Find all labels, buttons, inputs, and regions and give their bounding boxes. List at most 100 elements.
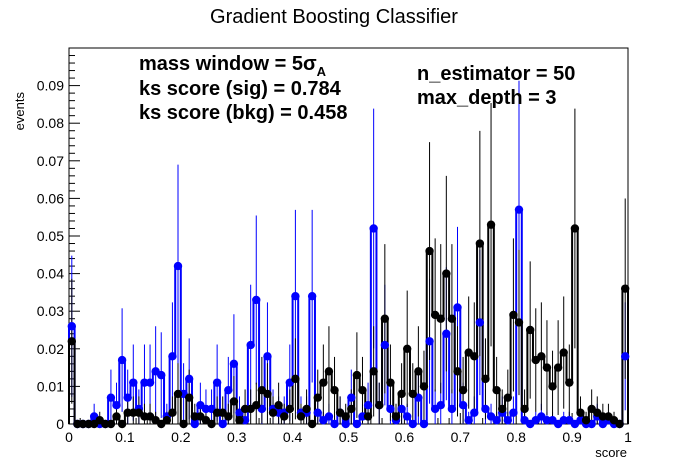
- blue-series-point: [184, 374, 194, 384]
- black-series-point: [291, 374, 300, 384]
- y-tick-label: 0: [56, 416, 64, 432]
- y-tick-label: 0.02: [37, 341, 64, 357]
- black-series-point: [565, 378, 574, 387]
- blue-series-point: [341, 419, 350, 429]
- black-series-point: [621, 284, 630, 293]
- black-series-point: [514, 318, 524, 327]
- blue-series-point: [509, 408, 518, 417]
- black-series-point: [408, 389, 417, 399]
- black-series-point: [380, 314, 390, 323]
- black-series-point: [498, 404, 507, 414]
- black-series-point: [475, 239, 485, 248]
- black-series-point: [207, 419, 216, 429]
- blue-series-point: [224, 385, 233, 395]
- blue-series-point: [313, 408, 322, 417]
- black-series-point: [542, 363, 552, 372]
- black-series-point: [106, 419, 116, 429]
- annotation-mass-window-main: mass window = 5σ: [139, 53, 317, 75]
- x-tick-label: 0: [65, 429, 73, 445]
- black-series-point: [352, 370, 362, 380]
- blue-series-point: [397, 404, 406, 414]
- annotation-n-estimator: n_estimator = 50: [417, 63, 575, 85]
- y-tick-label: 0.06: [37, 190, 64, 206]
- black-series-point: [112, 412, 121, 421]
- tick-labels-layer: 0 0.1 0.2 0.3 0.4 0.5 0.6 0.7 0.8 0.9 1 0 0.01 0.02 0.…: [37, 78, 632, 445]
- blue-series-point: [129, 378, 138, 387]
- y-tick-label: 0.07: [37, 153, 64, 169]
- black-series-point: [375, 401, 384, 410]
- x-tick-label: 0.1: [115, 429, 135, 445]
- black-series-point: [313, 393, 322, 402]
- black-series-point: [263, 389, 272, 399]
- black-series-histogram: [68, 223, 629, 425]
- x-axis-label: score: [595, 445, 627, 460]
- black-series-point: [330, 385, 339, 395]
- black-series-point: [347, 404, 356, 414]
- blue-series-point: [408, 419, 417, 429]
- blue-series-point: [492, 416, 501, 425]
- x-tick-label: 0.5: [339, 429, 359, 445]
- black-series-point: [369, 367, 378, 376]
- black-series-point: [179, 419, 188, 429]
- black-series-point: [341, 412, 350, 421]
- blue-series-point: [425, 337, 434, 346]
- blue-series-point: [458, 401, 468, 410]
- x-tick-label: 0.2: [171, 429, 191, 445]
- blue-series-point: [117, 355, 127, 365]
- black-series-point: [458, 385, 468, 395]
- black-series-point: [274, 401, 283, 410]
- black-series-point: [280, 412, 289, 421]
- y-tick-label: 0.01: [37, 378, 64, 394]
- blue-series-point: [123, 393, 132, 402]
- black-series-point: [252, 401, 261, 410]
- blue-series-point: [190, 419, 199, 429]
- x-tick-label: 0.4: [283, 429, 303, 445]
- black-series-point: [581, 416, 591, 425]
- black-series-point: [235, 416, 244, 425]
- blue-series-point: [436, 401, 445, 410]
- black-series-point: [525, 325, 535, 335]
- histogram-layer: [68, 208, 629, 425]
- annotation-ks-sig: ks score (sig) = 0.784: [139, 78, 342, 100]
- blue-series-point: [475, 318, 485, 327]
- blue-series-point: [386, 404, 395, 414]
- blue-series-histogram: [68, 208, 629, 425]
- blue-series-point: [347, 393, 356, 402]
- blue-series-point: [380, 340, 390, 350]
- x-tick-label: 1: [624, 429, 632, 445]
- x-tick-label: 0.7: [451, 429, 471, 445]
- blue-series-point: [218, 419, 227, 429]
- blue-series-point: [145, 378, 155, 387]
- black-series-point: [425, 246, 434, 256]
- black-series-point: [570, 224, 580, 233]
- black-series-point: [615, 419, 624, 429]
- black-series-point: [481, 374, 490, 384]
- blue-series-point: [363, 401, 373, 410]
- blue-series-point: [307, 291, 317, 301]
- points-layer: [67, 205, 630, 429]
- blue-series-point: [369, 224, 378, 233]
- y-tick-label: 0.04: [37, 266, 64, 282]
- blue-series-point: [291, 291, 300, 301]
- annotation-max-depth: max_depth = 3: [417, 87, 557, 109]
- black-series-point: [520, 404, 529, 414]
- black-series-point: [363, 412, 373, 421]
- black-series-point: [358, 385, 367, 395]
- black-series-point: [117, 419, 127, 429]
- annotation-ks-bkg: ks score (bkg) = 0.458: [139, 102, 347, 124]
- blue-series-point: [112, 401, 121, 410]
- y-tick-label: 0.03: [37, 303, 64, 319]
- blue-series-point: [352, 419, 362, 429]
- blue-series-point: [157, 370, 166, 380]
- blue-series-point: [330, 419, 339, 429]
- blue-series-point: [246, 340, 255, 350]
- black-series-point: [296, 412, 306, 421]
- black-series-point: [302, 404, 311, 414]
- black-series-point: [162, 416, 172, 425]
- black-series-point: [307, 419, 317, 429]
- black-series-point: [391, 412, 401, 421]
- chart-title: Gradient Boosting Classifier: [210, 6, 458, 28]
- black-series-point: [224, 412, 233, 421]
